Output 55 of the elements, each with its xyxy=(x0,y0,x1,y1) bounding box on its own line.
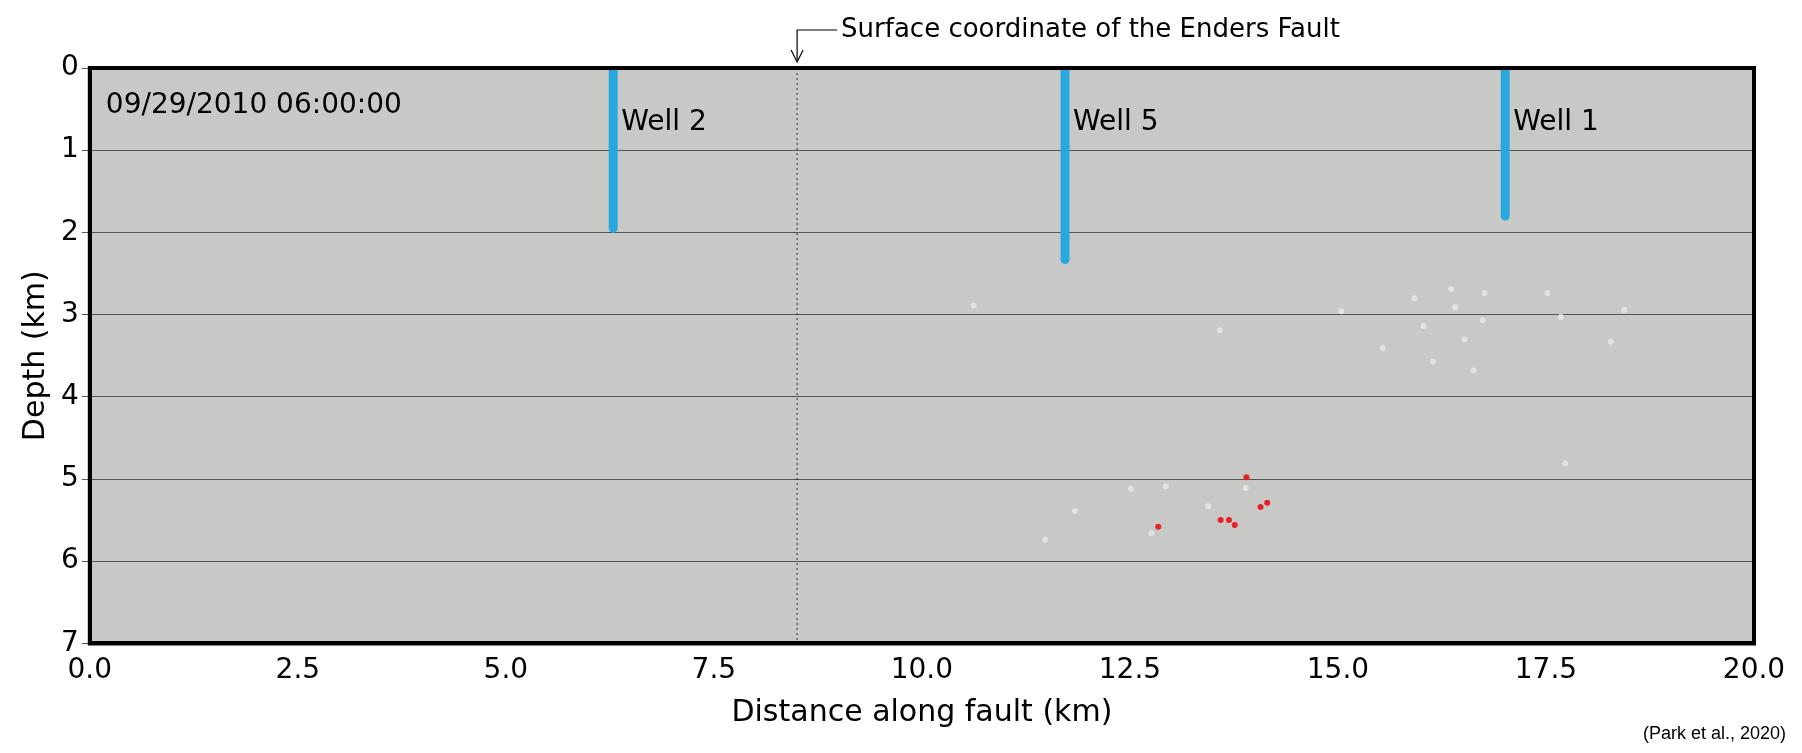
point xyxy=(1338,308,1345,315)
x-tick-label: 12.5 xyxy=(1098,652,1162,686)
point xyxy=(1127,485,1134,492)
point xyxy=(1470,367,1477,374)
point xyxy=(1162,483,1169,490)
x-tick-label: 10.0 xyxy=(890,652,954,686)
point xyxy=(1155,523,1162,530)
point xyxy=(1452,304,1459,311)
x-tick-label: 5.0 xyxy=(483,652,529,686)
point xyxy=(1562,460,1569,467)
y-tick-label: 1 xyxy=(60,131,79,165)
point xyxy=(1243,474,1250,481)
x-tick-label: 15.0 xyxy=(1306,652,1370,686)
y-tick-label: 6 xyxy=(60,542,79,576)
point xyxy=(1231,522,1238,529)
x-tick-label: 20.0 xyxy=(1722,652,1786,686)
x-tick-label: 2.5 xyxy=(275,652,321,686)
point xyxy=(1242,485,1249,492)
point xyxy=(1072,508,1079,515)
point xyxy=(1420,323,1427,330)
ref-line-label: Surface coordinate of the Enders Fault xyxy=(841,12,1340,43)
point xyxy=(1379,345,1386,352)
point xyxy=(1257,503,1264,510)
point xyxy=(1607,338,1614,345)
y-axis-title: Depth (km) xyxy=(15,270,51,442)
point xyxy=(1557,314,1564,321)
point xyxy=(1544,290,1551,297)
point xyxy=(1461,336,1468,343)
point xyxy=(1264,499,1271,506)
point xyxy=(1216,327,1223,334)
y-tick-label: 4 xyxy=(60,378,79,412)
x-axis-title: Distance along fault (km) xyxy=(731,692,1113,728)
annotation: 09/29/2010 06:00:00 xyxy=(105,87,402,121)
point xyxy=(1205,503,1212,510)
point xyxy=(1411,295,1418,302)
point xyxy=(1621,306,1628,313)
point xyxy=(970,302,977,309)
y-tick-label: 2 xyxy=(60,213,79,247)
y-tick-label: 5 xyxy=(60,460,79,494)
x-tick-label: 17.5 xyxy=(1514,652,1578,686)
point xyxy=(1042,536,1049,543)
y-tick-label: 3 xyxy=(60,295,79,329)
point xyxy=(1429,358,1436,365)
x-tick-label: 7.5 xyxy=(691,652,737,686)
y-tick-label: 0 xyxy=(60,49,79,83)
series-label: Well 5 xyxy=(1073,104,1159,138)
point xyxy=(1148,530,1155,537)
point xyxy=(1217,517,1224,524)
point xyxy=(1225,517,1232,524)
point xyxy=(1479,317,1486,324)
point xyxy=(1448,286,1455,293)
text: (Park et al., 2020) xyxy=(1642,722,1786,743)
series-label: Well 2 xyxy=(621,104,707,138)
point xyxy=(1481,290,1488,297)
series-label: Well 1 xyxy=(1513,104,1599,138)
